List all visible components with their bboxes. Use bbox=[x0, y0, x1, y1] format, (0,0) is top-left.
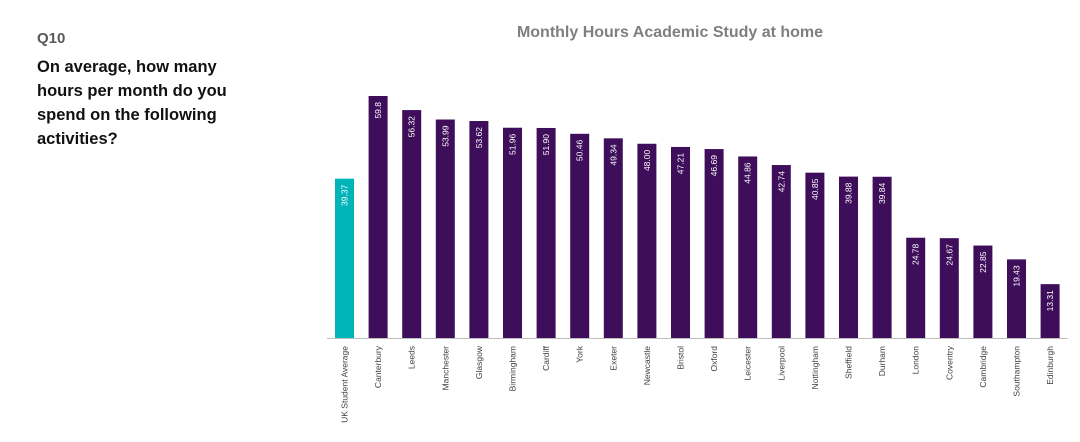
category-label: Coventry bbox=[944, 345, 954, 380]
bar-glasgow bbox=[469, 121, 489, 338]
data-label: 19.43 bbox=[1012, 265, 1022, 287]
data-label: 42.74 bbox=[776, 171, 786, 193]
bar-york bbox=[570, 133, 590, 338]
category-label: Leeds bbox=[407, 346, 417, 369]
bar-nottingham bbox=[805, 172, 825, 338]
bar-cambridge bbox=[973, 245, 993, 338]
question-number: Q10 bbox=[37, 30, 66, 47]
data-label: 51.96 bbox=[508, 133, 518, 155]
category-label: Canterbury bbox=[373, 345, 383, 388]
data-label: 39.84 bbox=[877, 183, 887, 205]
category-label: York bbox=[575, 345, 585, 362]
data-label: 48.00 bbox=[642, 149, 652, 171]
category-label: Exeter bbox=[608, 346, 618, 371]
bar-london bbox=[906, 237, 926, 338]
bar-cardiff bbox=[536, 127, 556, 338]
bar-leicester bbox=[738, 156, 758, 338]
category-label: Nottingham bbox=[810, 346, 820, 389]
category-label: Durham bbox=[877, 346, 887, 376]
data-label: 13.31 bbox=[1045, 290, 1055, 312]
bar-bristol bbox=[671, 146, 690, 338]
category-label: London bbox=[911, 346, 921, 375]
bar-leeds bbox=[402, 110, 422, 338]
data-label: 53.99 bbox=[440, 125, 450, 147]
bar-uk-student-average bbox=[335, 178, 354, 338]
category-label: Bristol bbox=[676, 346, 686, 370]
bar-manchester bbox=[435, 119, 455, 338]
category-label: Birmingham bbox=[508, 346, 518, 391]
category-label: Cambridge bbox=[978, 346, 988, 388]
category-label: Newcastle bbox=[642, 346, 652, 385]
bar-durham bbox=[872, 176, 892, 338]
data-label: 40.85 bbox=[810, 178, 820, 200]
data-label: 51.90 bbox=[541, 134, 551, 156]
category-label: Liverpool bbox=[776, 346, 786, 381]
data-label: 44.86 bbox=[743, 162, 753, 184]
data-label: 53.62 bbox=[474, 127, 484, 149]
category-label: Oxford bbox=[709, 346, 719, 372]
data-label: 24.78 bbox=[911, 243, 921, 265]
data-label: 39.88 bbox=[844, 182, 854, 204]
category-label: Glasgow bbox=[474, 345, 484, 379]
data-label: 24.67 bbox=[944, 244, 954, 266]
bar-canterbury bbox=[368, 96, 388, 338]
bar-oxford bbox=[704, 149, 724, 338]
category-label: Sheffield bbox=[844, 346, 854, 379]
category-label: Southampton bbox=[1012, 346, 1022, 397]
bar-newcastle bbox=[637, 143, 657, 338]
bar-edinburgh bbox=[1040, 284, 1060, 338]
bar-coventry bbox=[939, 238, 959, 338]
bar-southampton bbox=[1007, 259, 1026, 338]
data-label: 50.46 bbox=[575, 140, 585, 162]
data-label: 49.34 bbox=[608, 144, 618, 166]
category-label: Cardiff bbox=[541, 345, 551, 371]
chart-title: Monthly Hours Academic Study at home bbox=[516, 24, 824, 41]
data-label: 59.8 bbox=[373, 102, 383, 119]
category-label: UK Student Average bbox=[340, 346, 350, 423]
category-label: Manchester bbox=[440, 346, 450, 391]
bar-liverpool bbox=[771, 165, 791, 338]
data-label: 47.21 bbox=[676, 153, 686, 175]
data-label: 46.69 bbox=[709, 155, 719, 177]
data-label: 56.32 bbox=[407, 116, 417, 138]
bar-sheffield bbox=[839, 176, 858, 338]
bar-birmingham bbox=[503, 127, 522, 339]
bar-exeter bbox=[603, 138, 623, 338]
category-label: Leicester bbox=[743, 346, 753, 381]
data-label: 22.85 bbox=[978, 251, 988, 273]
question-text: On average, how many hours per month do … bbox=[37, 58, 227, 148]
category-label: Edinburgh bbox=[1045, 346, 1055, 385]
data-label: 39.37 bbox=[340, 184, 350, 206]
